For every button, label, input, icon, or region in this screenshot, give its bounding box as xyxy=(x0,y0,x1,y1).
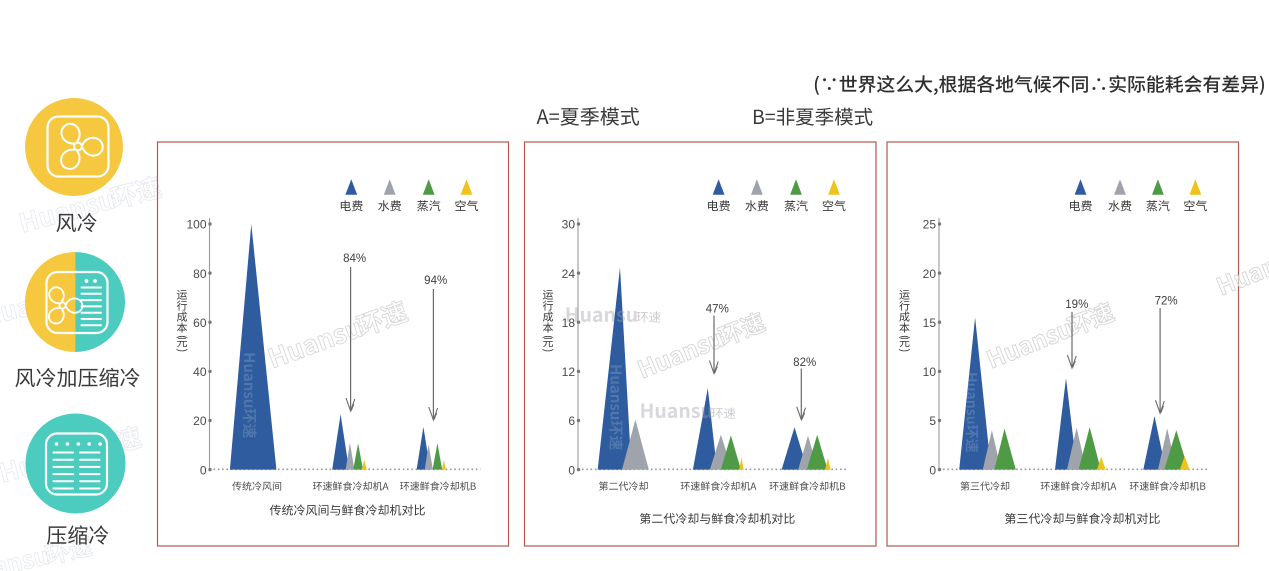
svg-text:20: 20 xyxy=(193,414,207,428)
svg-text:6: 6 xyxy=(568,414,575,428)
svg-text:25: 25 xyxy=(923,218,937,232)
svg-text:18: 18 xyxy=(562,316,576,330)
svg-text:20: 20 xyxy=(923,267,937,281)
svg-text:94%: 94% xyxy=(424,275,447,287)
svg-text:47%: 47% xyxy=(706,304,729,316)
svg-text:19%: 19% xyxy=(1065,299,1088,311)
svg-text:10: 10 xyxy=(923,365,937,379)
svg-text:84%: 84% xyxy=(343,253,366,265)
svg-text:82%: 82% xyxy=(793,357,816,369)
svg-text:72%: 72% xyxy=(1155,296,1178,308)
svg-text:15: 15 xyxy=(923,316,937,330)
svg-text:30: 30 xyxy=(562,218,576,232)
svg-text:40: 40 xyxy=(193,365,207,379)
svg-text:12: 12 xyxy=(562,365,576,379)
svg-text:0: 0 xyxy=(929,463,936,477)
svg-text:24: 24 xyxy=(562,267,576,281)
svg-text:0: 0 xyxy=(568,463,575,477)
svg-text:80: 80 xyxy=(193,267,207,281)
svg-text:0: 0 xyxy=(200,463,207,477)
svg-text:100: 100 xyxy=(186,218,206,232)
svg-text:5: 5 xyxy=(929,414,936,428)
svg-text:60: 60 xyxy=(193,316,207,330)
